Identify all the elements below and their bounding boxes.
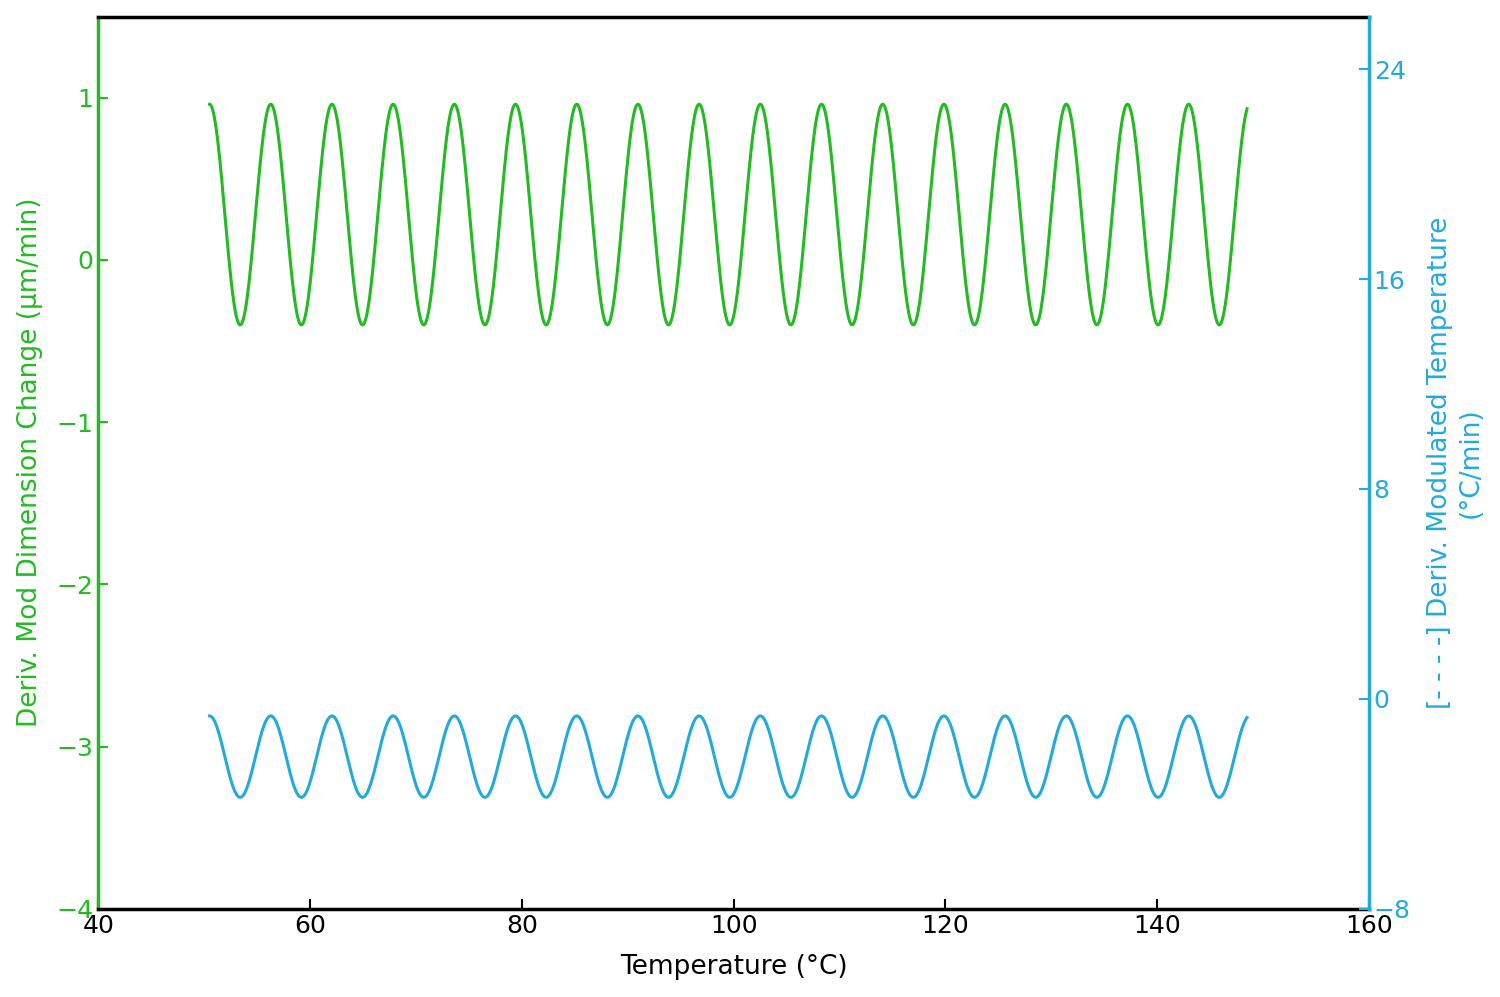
X-axis label: Temperature (°C): Temperature (°C)	[620, 954, 848, 980]
Y-axis label: [- - - -] Deriv. Modulated Temperature
(°C/min): [- - - -] Deriv. Modulated Temperature (…	[1428, 216, 1484, 709]
Y-axis label: Deriv. Mod Dimension Change (μm/min): Deriv. Mod Dimension Change (μm/min)	[16, 198, 42, 728]
